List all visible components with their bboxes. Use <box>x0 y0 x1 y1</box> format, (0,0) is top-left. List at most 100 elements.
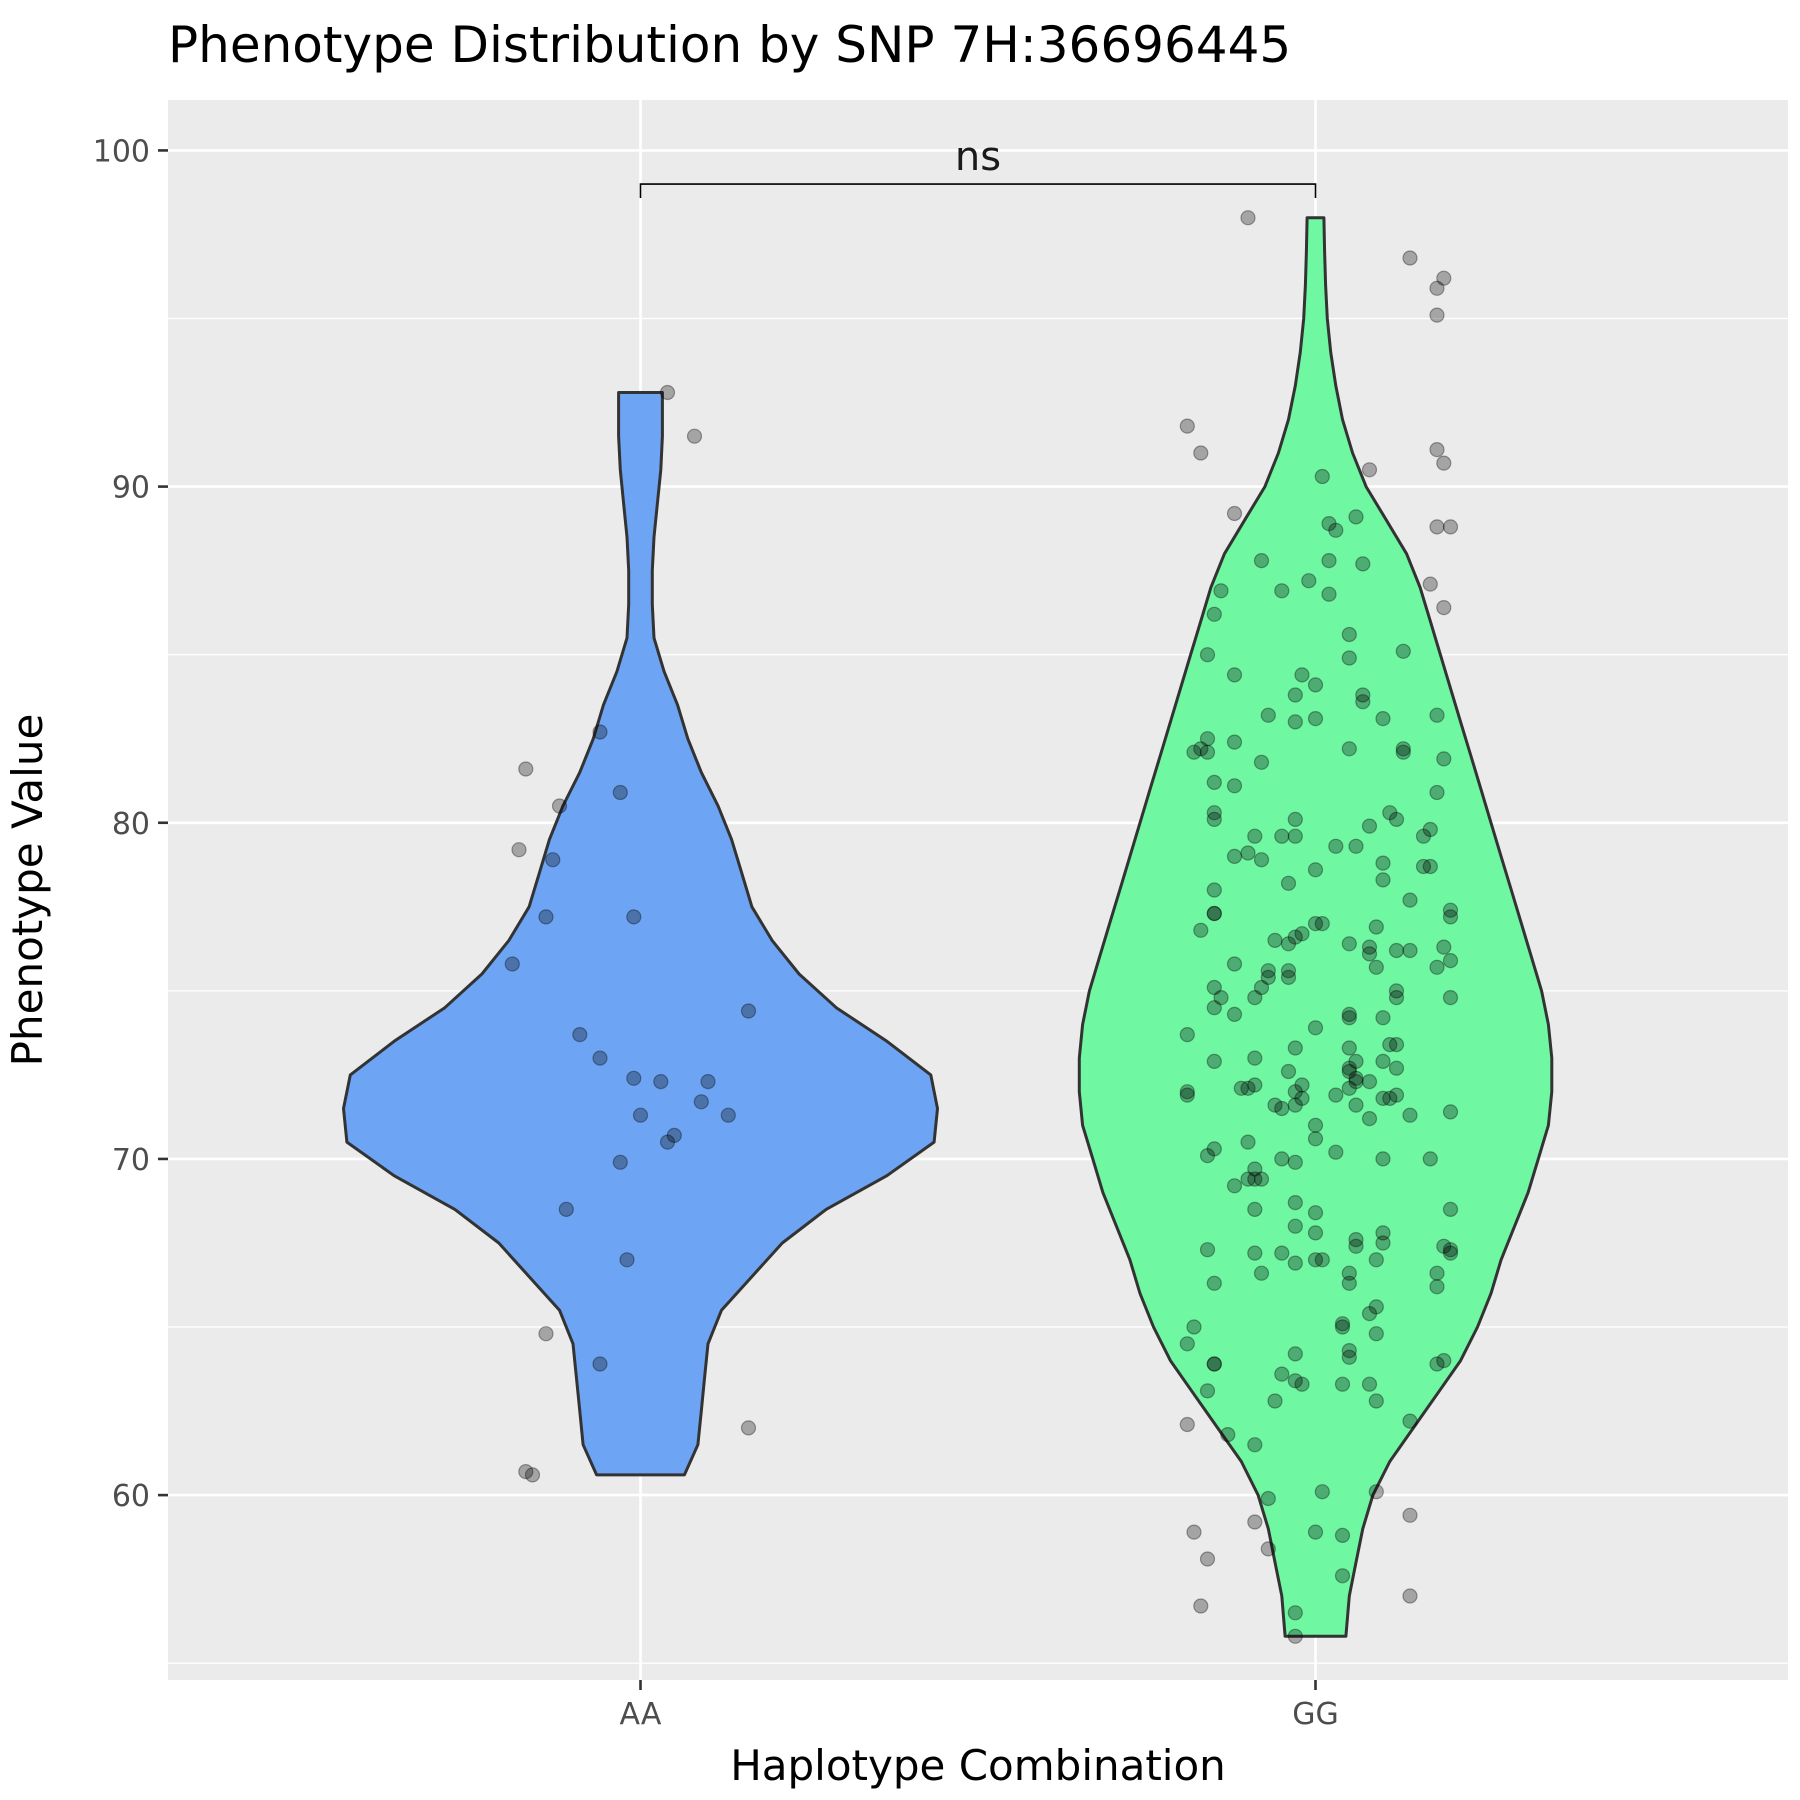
data-point-gg <box>1336 1377 1350 1391</box>
data-point-gg <box>1403 1508 1417 1522</box>
data-point-aa <box>654 1075 668 1089</box>
y-tick-label: 70 <box>112 1143 150 1178</box>
data-point-gg <box>1390 1038 1404 1052</box>
data-point-gg <box>1444 991 1458 1005</box>
data-point-gg <box>1248 1202 1262 1216</box>
data-point-aa <box>512 843 526 857</box>
data-point-gg <box>1444 1202 1458 1216</box>
data-point-aa <box>627 910 641 924</box>
data-point-gg <box>1228 507 1242 521</box>
data-point-gg <box>1423 577 1437 591</box>
data-point-gg <box>1288 715 1302 729</box>
data-point-gg <box>1180 1418 1194 1432</box>
data-point-gg <box>1403 251 1417 265</box>
data-point-gg <box>1430 308 1444 322</box>
data-point-gg <box>1437 940 1451 954</box>
data-point-gg <box>1255 1266 1269 1280</box>
data-point-gg <box>1309 1021 1323 1035</box>
data-point-gg <box>1329 523 1343 537</box>
data-point-gg <box>1396 644 1410 658</box>
x-tick-label: GG <box>1292 1697 1339 1732</box>
data-point-aa <box>539 910 553 924</box>
data-point-gg <box>1194 923 1208 937</box>
data-point-aa <box>694 1095 708 1109</box>
data-point-gg <box>1282 970 1296 984</box>
data-point-gg <box>1342 1011 1356 1025</box>
data-point-gg <box>1376 873 1390 887</box>
x-tick-label: AA <box>620 1697 662 1732</box>
data-point-gg <box>1288 1606 1302 1620</box>
data-point-gg <box>1207 907 1221 921</box>
data-point-gg <box>1356 557 1370 571</box>
data-point-gg <box>1376 1236 1390 1250</box>
data-point-gg <box>1437 1354 1451 1368</box>
data-point-gg <box>1288 1041 1302 1055</box>
data-point-gg <box>1309 1525 1323 1539</box>
data-point-gg <box>1430 281 1444 295</box>
data-point-gg <box>1288 1219 1302 1233</box>
data-point-gg <box>1322 587 1336 601</box>
data-point-gg <box>1288 1196 1302 1210</box>
data-point-gg <box>1228 735 1242 749</box>
y-tick-label: 60 <box>112 1479 150 1514</box>
data-point-gg <box>1342 937 1356 951</box>
data-point-aa <box>613 786 627 800</box>
data-point-gg <box>1430 520 1444 534</box>
data-point-aa <box>661 386 675 400</box>
data-point-gg <box>1187 1525 1201 1539</box>
data-point-gg <box>1288 812 1302 826</box>
data-point-gg <box>1241 211 1255 225</box>
data-point-gg <box>1437 752 1451 766</box>
data-point-gg <box>1430 1266 1444 1280</box>
data-point-gg <box>1228 668 1242 682</box>
data-point-gg <box>1288 829 1302 843</box>
data-point-gg <box>1248 829 1262 843</box>
data-point-gg <box>1356 695 1370 709</box>
data-point-aa <box>526 1468 540 1482</box>
data-point-gg <box>1417 829 1431 843</box>
data-point-aa <box>593 1051 607 1065</box>
data-point-gg <box>1207 775 1221 789</box>
data-point-gg <box>1403 1414 1417 1428</box>
data-point-gg <box>1207 1276 1221 1290</box>
data-point-aa <box>553 799 567 813</box>
data-point-gg <box>1430 1280 1444 1294</box>
data-point-gg <box>1376 712 1390 726</box>
data-point-gg <box>1430 960 1444 974</box>
data-point-gg <box>1437 601 1451 615</box>
data-point-gg <box>1376 856 1390 870</box>
data-point-aa <box>721 1108 735 1122</box>
data-point-gg <box>1180 419 1194 433</box>
data-point-aa <box>742 1004 756 1018</box>
data-point-gg <box>1363 819 1377 833</box>
data-point-gg <box>1201 1243 1215 1257</box>
data-point-gg <box>1261 708 1275 722</box>
data-point-gg <box>1248 1438 1262 1452</box>
data-point-gg <box>1369 960 1383 974</box>
data-point-aa <box>505 957 519 971</box>
data-point-gg <box>1248 1051 1262 1065</box>
significance-label: ns <box>955 134 1001 180</box>
data-point-gg <box>1369 920 1383 934</box>
data-point-aa <box>593 1357 607 1371</box>
data-point-gg <box>1309 678 1323 692</box>
data-point-gg <box>1342 628 1356 642</box>
data-point-gg <box>1309 1206 1323 1220</box>
x-axis-label: Haplotype Combination <box>730 1741 1226 1790</box>
data-point-gg <box>1309 1118 1323 1132</box>
data-point-gg <box>1295 1377 1309 1391</box>
data-point-aa <box>559 1202 573 1216</box>
data-point-aa <box>627 1071 641 1085</box>
data-point-gg <box>1390 944 1404 958</box>
data-point-gg <box>1255 853 1269 867</box>
data-point-gg <box>1423 860 1437 874</box>
data-point-aa <box>539 1327 553 1341</box>
data-point-gg <box>1396 745 1410 759</box>
y-tick-label: 80 <box>112 807 150 842</box>
data-point-gg <box>1275 1102 1289 1116</box>
data-point-gg <box>1444 520 1458 534</box>
data-point-gg <box>1390 812 1404 826</box>
data-point-gg <box>1302 574 1316 588</box>
data-point-gg <box>1349 1098 1363 1112</box>
